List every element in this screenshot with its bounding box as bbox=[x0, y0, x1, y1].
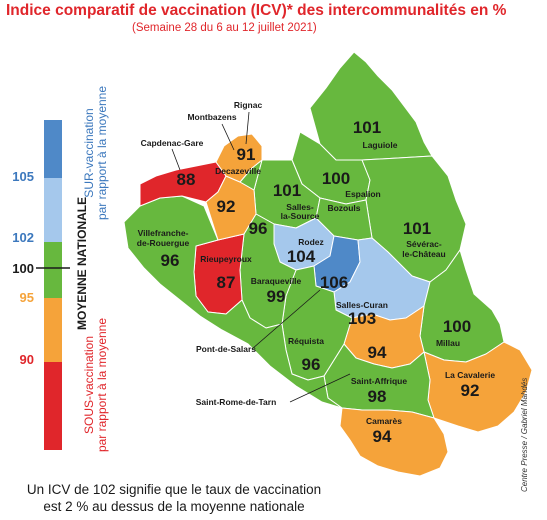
name-rignac: Rignac bbox=[234, 100, 263, 110]
value-camares: 94 bbox=[373, 427, 392, 446]
leader-montbazens bbox=[221, 123, 235, 151]
value-laguiole: 101 bbox=[353, 118, 381, 137]
region-names: Laguiole Espalion Bozouls Salles- la-Sou… bbox=[137, 100, 496, 426]
legend-band-under-low bbox=[44, 298, 62, 362]
name-salles-curan: Salles-Curan bbox=[336, 300, 388, 310]
name-la-cavalerie: La Cavalerie bbox=[445, 370, 495, 380]
value-rignac: 96 bbox=[249, 219, 268, 238]
value-salles-curan: 103 bbox=[348, 309, 376, 328]
legend-band-average bbox=[44, 242, 62, 298]
value-requista: 96 bbox=[302, 355, 321, 374]
leader-saint-rome bbox=[289, 373, 351, 403]
credit: Centre Presse / Gabriel Mahdés bbox=[520, 377, 529, 492]
legend-under-label-2: par rapport à la moyenne bbox=[95, 318, 109, 452]
value-espalion: 100 bbox=[322, 169, 350, 188]
legend-over-label-2: par rapport à la moyenne bbox=[95, 86, 109, 220]
name-pont-de-salars: Pont-de-Salars bbox=[196, 344, 256, 354]
map-subtitle: (Semaine 28 du 6 au 12 juillet 2021) bbox=[132, 22, 317, 34]
name-rieupeyroux: Rieupeyroux bbox=[200, 254, 252, 264]
name-camares: Camarès bbox=[366, 416, 402, 426]
footnote-line-1: Un ICV de 102 signifie que le taux de va… bbox=[26, 482, 322, 497]
legend-under-label-1: SOUS-vaccination bbox=[82, 336, 96, 434]
name-saint-affrique: Saint-Affrique bbox=[351, 376, 407, 386]
value-rodez: 104 bbox=[287, 247, 316, 266]
name-laguiole: Laguiole bbox=[363, 140, 398, 150]
legend-tick-90: 90 bbox=[20, 352, 34, 367]
name-requista: Réquista bbox=[288, 336, 324, 346]
name-rodez: Rodez bbox=[298, 237, 324, 247]
legend-over-label-1: SUR-vaccination bbox=[82, 108, 96, 197]
legend-band-under-high bbox=[44, 362, 62, 450]
name-salles-la-source-2: la-Source bbox=[281, 211, 320, 221]
value-pont-de-salars: 106 bbox=[320, 273, 348, 292]
leader-pont-de-salars bbox=[251, 289, 321, 350]
name-severac-2: le-Château bbox=[402, 249, 445, 259]
legend-tick-95: 95 bbox=[20, 290, 34, 305]
footnote: Un ICV de 102 signifie que le taux de va… bbox=[14, 481, 334, 515]
legend-tick-100: 100 bbox=[12, 261, 34, 276]
name-villefranche-1: Villefranche- bbox=[138, 228, 189, 238]
region-villefranche bbox=[123, 195, 343, 409]
name-villefranche-2: de-Rouergue bbox=[137, 238, 190, 248]
name-saint-rome: Saint-Rome-de-Tarn bbox=[196, 397, 277, 407]
footnote-line-2: est 2 % au dessus de la moyenne national… bbox=[43, 499, 305, 514]
value-decazeville: 91 bbox=[237, 145, 256, 164]
map-title: Indice comparatif de vaccination (ICV)* … bbox=[6, 2, 507, 19]
leader-lines bbox=[171, 111, 351, 403]
value-montbazens: 92 bbox=[217, 197, 236, 216]
legend-band-over-high bbox=[44, 120, 62, 178]
legend-band-over-low bbox=[44, 178, 62, 242]
region-values: 101 100 101 101 104 103 106 100 92 98 94… bbox=[161, 118, 480, 446]
name-decazeville: Decazeville bbox=[215, 166, 261, 176]
name-millau: Millau bbox=[436, 338, 460, 348]
value-severac: 101 bbox=[403, 219, 431, 238]
value-saint-affrique: 98 bbox=[368, 387, 387, 406]
leader-rignac bbox=[245, 111, 250, 145]
value-baraqueville: 99 bbox=[267, 287, 286, 306]
name-montbazens: Montbazens bbox=[187, 112, 236, 122]
name-espalion: Espalion bbox=[345, 189, 380, 199]
legend-tick-105: 105 bbox=[12, 169, 34, 184]
value-villefranche: 96 bbox=[161, 251, 180, 270]
value-la-cavalerie: 92 bbox=[461, 381, 480, 400]
name-baraqueville: Baraqueville bbox=[251, 276, 302, 286]
legend: 105 102 100 95 90 MOYENNE NATIONALE SUR-… bbox=[12, 86, 109, 452]
name-bozouls: Bozouls bbox=[327, 203, 360, 213]
value-salles-la-source: 101 bbox=[273, 181, 301, 200]
regions bbox=[123, 51, 533, 477]
value-rieupeyroux: 87 bbox=[217, 273, 236, 292]
name-salles-la-source-1: Salles- bbox=[286, 202, 314, 212]
value-saint-rome: 94 bbox=[368, 343, 387, 362]
leader-capdenac bbox=[171, 148, 181, 171]
region-camares bbox=[339, 407, 449, 477]
name-severac-1: Sévérac- bbox=[406, 239, 442, 249]
region-decazeville bbox=[215, 133, 263, 183]
value-capdenac: 88 bbox=[177, 170, 196, 189]
name-capdenac: Capdenac-Gare bbox=[141, 138, 204, 148]
value-millau: 100 bbox=[443, 317, 471, 336]
legend-average-label: MOYENNE NATIONALE bbox=[75, 197, 89, 330]
legend-tick-102: 102 bbox=[12, 230, 34, 245]
